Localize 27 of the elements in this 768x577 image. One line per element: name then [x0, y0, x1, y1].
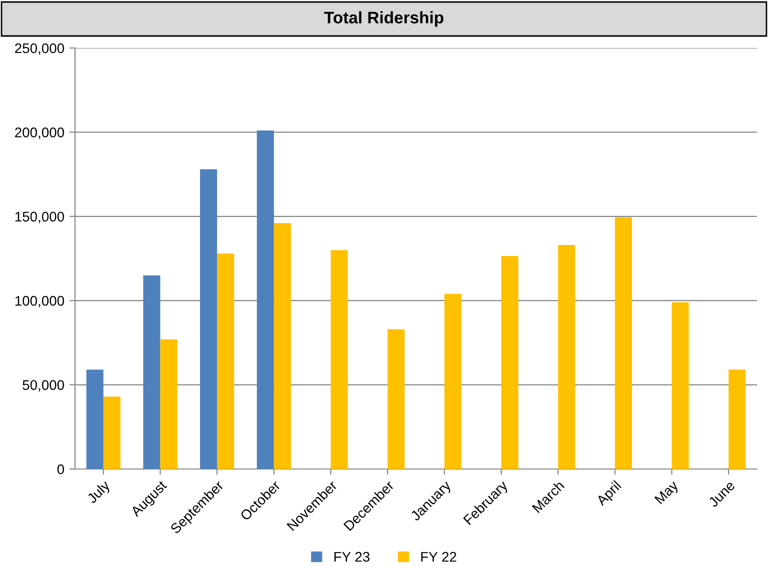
y-tick-label: 50,000 — [22, 380, 64, 392]
bar — [672, 302, 689, 469]
legend-label: FY 23 — [334, 552, 370, 562]
bar — [256, 130, 274, 469]
bar — [330, 250, 348, 469]
bar — [614, 217, 632, 469]
bar — [444, 294, 462, 469]
bar — [274, 223, 291, 469]
bar — [558, 245, 576, 469]
bar — [160, 339, 178, 469]
bar — [501, 256, 518, 469]
bar — [388, 329, 405, 469]
bar — [217, 253, 234, 469]
chart-title: Total Ridership — [324, 11, 444, 27]
y-tick-label: 100,000 — [15, 296, 64, 308]
y-tick-label: 200,000 — [15, 128, 64, 140]
x-tick-label: July — [86, 479, 113, 506]
bar — [103, 396, 120, 469]
bar — [143, 275, 160, 469]
y-tick-label: 150,000 — [15, 212, 64, 224]
x-tick-label: May — [654, 480, 681, 506]
bar — [728, 370, 746, 469]
y-tick-label: 0 — [57, 464, 64, 474]
bar — [86, 370, 104, 469]
y-tick-label: 250,000 — [15, 43, 64, 55]
bar — [200, 169, 218, 469]
legend-label: FY 22 — [421, 552, 456, 562]
